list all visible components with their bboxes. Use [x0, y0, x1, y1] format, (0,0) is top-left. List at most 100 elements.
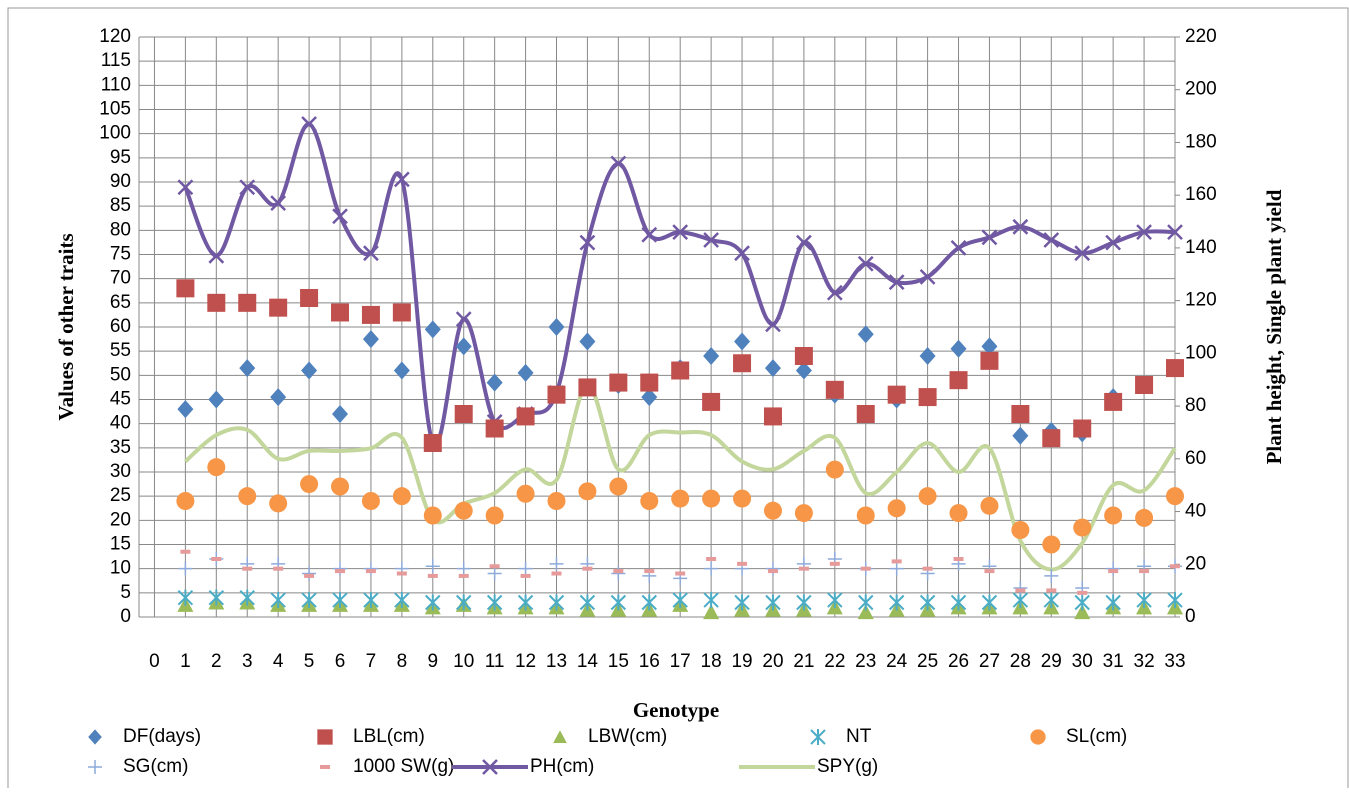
x-tick-label: 11	[485, 651, 505, 672]
point	[425, 559, 440, 574]
point	[1043, 232, 1060, 248]
point	[365, 569, 376, 574]
point	[302, 566, 317, 581]
point	[424, 320, 441, 339]
y-tick-label: 55	[110, 340, 131, 361]
legend-marker	[88, 760, 102, 774]
point	[733, 354, 752, 373]
x-tick-label: 26	[948, 651, 969, 672]
legend-item: DF(days)	[88, 726, 201, 747]
x-tick-label: 25	[917, 651, 938, 672]
point	[362, 330, 379, 349]
point	[703, 604, 720, 620]
point	[361, 305, 380, 324]
y2-tick-label: 220	[1185, 26, 1217, 47]
x-tick-label: 7	[366, 651, 377, 672]
point	[734, 245, 750, 262]
point	[794, 504, 813, 523]
point	[672, 592, 688, 609]
point	[950, 240, 967, 256]
point	[300, 475, 319, 494]
x-tick-label: 6	[335, 651, 346, 672]
legend-marker	[317, 729, 333, 745]
point	[856, 405, 875, 423]
point	[949, 371, 968, 390]
x-tick-label: 0	[149, 651, 160, 672]
point	[549, 556, 564, 571]
point	[361, 492, 380, 510]
point	[640, 373, 659, 392]
point	[1135, 508, 1154, 527]
point	[703, 592, 719, 609]
x-tick-label: 33	[1164, 651, 1185, 672]
y-tick-label: 5	[120, 582, 131, 603]
point	[641, 388, 658, 407]
point	[734, 332, 751, 351]
point	[1012, 218, 1029, 235]
point	[611, 566, 626, 581]
point	[829, 561, 840, 566]
point	[919, 269, 936, 285]
point	[423, 434, 442, 452]
y2-tick-label: 140	[1185, 237, 1217, 258]
point	[579, 594, 596, 611]
y-tick-label: 45	[110, 389, 131, 410]
point	[1012, 426, 1029, 445]
point	[1013, 581, 1028, 595]
point	[363, 245, 379, 262]
point	[239, 179, 256, 196]
x-tick-label: 2	[211, 651, 222, 672]
point	[640, 492, 659, 510]
point	[551, 571, 562, 576]
point	[610, 594, 627, 611]
point	[984, 569, 995, 574]
legend-item: NT	[810, 726, 872, 747]
y2-tick-label: 40	[1185, 501, 1206, 522]
point	[980, 496, 999, 515]
x-tick-label: 28	[1010, 651, 1031, 672]
point	[239, 589, 255, 606]
point	[427, 573, 438, 578]
y-tick-label: 90	[110, 171, 131, 192]
point	[1106, 561, 1121, 576]
point	[734, 594, 750, 611]
point	[454, 501, 473, 520]
point	[300, 289, 319, 307]
x-tick-label: 17	[670, 651, 691, 672]
point	[826, 284, 843, 301]
x-tick-label: 24	[886, 651, 908, 672]
point	[857, 255, 874, 272]
point	[579, 234, 596, 251]
point	[610, 155, 627, 172]
y2-tick-label: 0	[1185, 606, 1196, 627]
point	[1104, 392, 1123, 411]
legend-item: SL(cm)	[1030, 726, 1127, 747]
point	[180, 549, 191, 554]
point	[1074, 245, 1091, 262]
point	[918, 388, 937, 407]
point	[177, 179, 194, 196]
point	[178, 561, 193, 576]
point	[888, 274, 905, 291]
point	[516, 484, 535, 503]
point	[949, 504, 968, 523]
legend-marker	[810, 729, 826, 745]
point	[1015, 588, 1026, 593]
legend-marker	[482, 759, 498, 775]
point	[304, 573, 315, 578]
x-tick-label: 18	[701, 651, 722, 672]
point	[891, 559, 902, 564]
legend-item: LBW(cm)	[553, 726, 667, 747]
point	[486, 594, 503, 611]
legend-item: LBL(cm)	[317, 726, 425, 747]
point	[609, 373, 628, 392]
y-tick-label: 0	[120, 606, 131, 627]
x-tick-label: 16	[639, 651, 660, 672]
point	[1167, 592, 1183, 609]
x-tick-label: 29	[1041, 651, 1062, 672]
point	[269, 494, 288, 513]
x-tick-label: 4	[273, 651, 284, 672]
point	[1108, 569, 1119, 574]
point	[396, 571, 407, 576]
point	[332, 405, 349, 423]
